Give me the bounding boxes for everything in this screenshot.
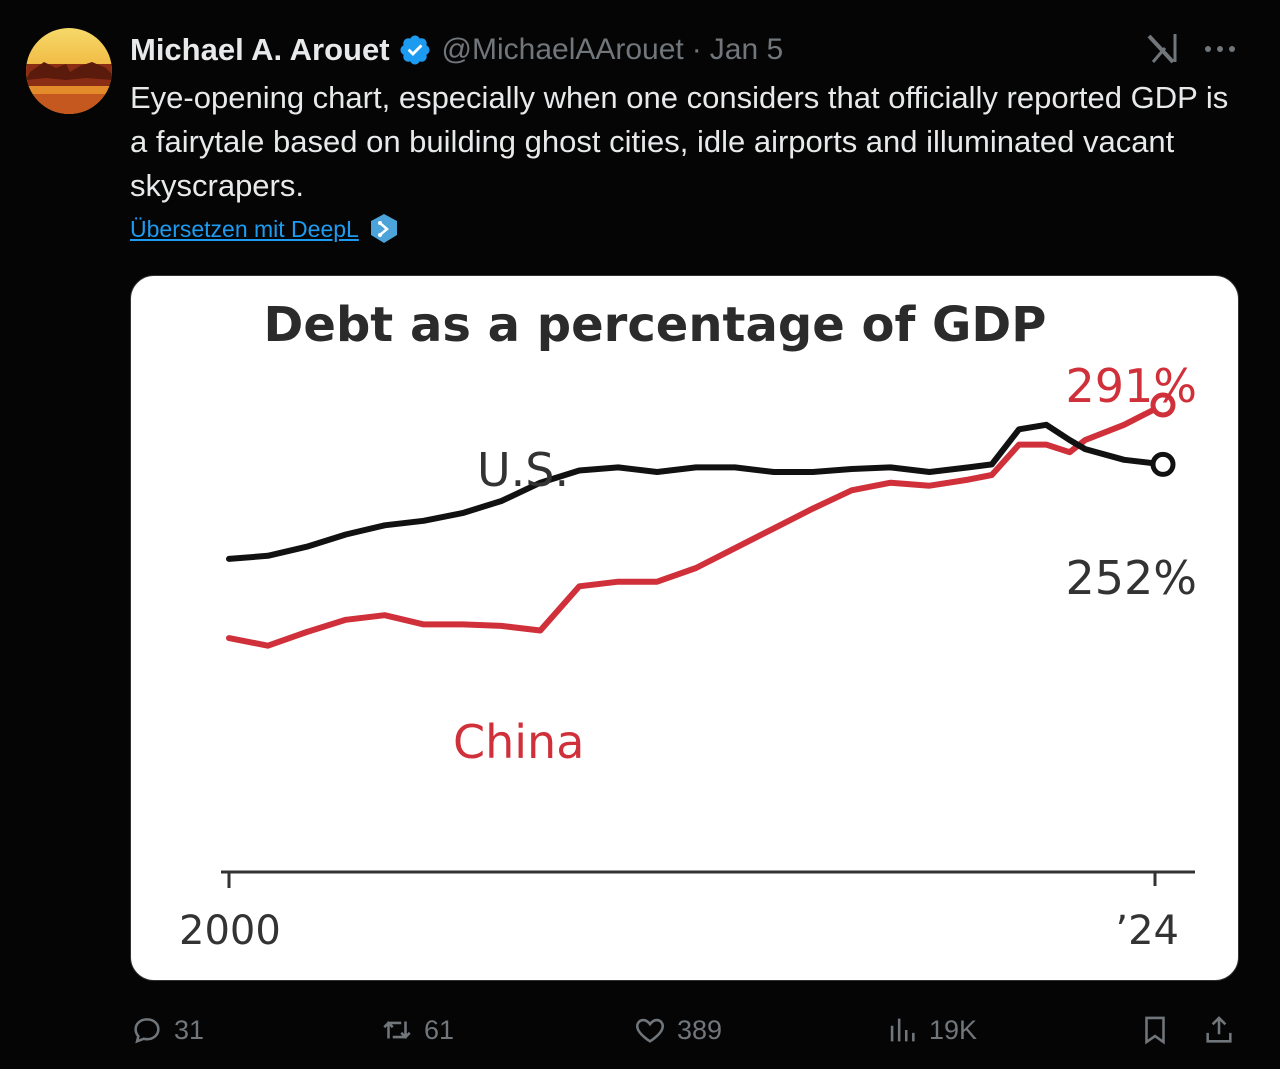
series-label-us: U.S.	[477, 443, 569, 497]
series-label-china: China	[453, 715, 584, 769]
views-icon	[890, 1018, 915, 1042]
chart: Debt as a percentage of GDP U.S. China 2…	[179, 297, 1197, 954]
verified-badge-icon[interactable]	[398, 33, 432, 67]
bookmark-button[interactable]	[1138, 1008, 1172, 1052]
tweet-header: Michael A. Arouet @MichaelAArouet · Jan …	[130, 30, 783, 70]
grok-icon[interactable]	[1145, 30, 1181, 66]
translate-row: Übersetzen mit DeepL	[130, 212, 399, 246]
deepl-icon	[370, 214, 397, 243]
us-series	[226, 421, 1176, 562]
like-icon	[636, 1018, 664, 1043]
retweet-count: 61	[424, 1014, 455, 1045]
action-bar: 31 61 389 19K	[130, 1008, 1240, 1052]
retweet-icon	[383, 1021, 411, 1039]
separator: ·	[691, 33, 702, 66]
like-button[interactable]: 389	[633, 1008, 722, 1052]
author-handle[interactable]: @MichaelAArouet	[441, 33, 684, 66]
tweet-text: Eye-opening chart, especially when one c…	[130, 80, 1229, 203]
x-tick-label: 2000	[179, 908, 281, 954]
author-name[interactable]: Michael A. Arouet	[130, 32, 390, 67]
tweet-media[interactable]: Debt as a percentage of GDP U.S. China 2…	[130, 275, 1239, 981]
chart-title: Debt as a percentage of GDP	[264, 297, 1047, 353]
series-line-china	[226, 402, 1166, 649]
series-end-marker-china	[1150, 392, 1176, 418]
end-label-china: 291%	[1065, 359, 1197, 413]
share-button[interactable]	[1202, 1008, 1236, 1052]
bookmark-icon	[1145, 1016, 1165, 1045]
end-label-us: 252%	[1065, 551, 1197, 605]
avatar[interactable]	[26, 28, 112, 114]
view-count: 19K	[929, 1014, 978, 1045]
series-end-marker-us	[1150, 451, 1176, 477]
china-series	[226, 392, 1176, 649]
series-line-us	[226, 421, 1166, 562]
reply-count: 31	[174, 1014, 205, 1045]
x-tick-label: ’24	[1115, 908, 1179, 954]
reply-button[interactable]: 31	[130, 1008, 204, 1052]
like-count: 389	[677, 1014, 723, 1045]
share-icon	[1206, 1016, 1232, 1043]
translate-link[interactable]: Übersetzen mit DeepL	[130, 215, 359, 242]
tweet-date[interactable]: Jan 5	[709, 33, 784, 66]
retweet-button[interactable]: 61	[380, 1008, 454, 1052]
views-button[interactable]: 19K	[885, 1008, 977, 1052]
more-icon[interactable]	[1200, 34, 1240, 64]
reply-icon	[134, 1018, 160, 1044]
